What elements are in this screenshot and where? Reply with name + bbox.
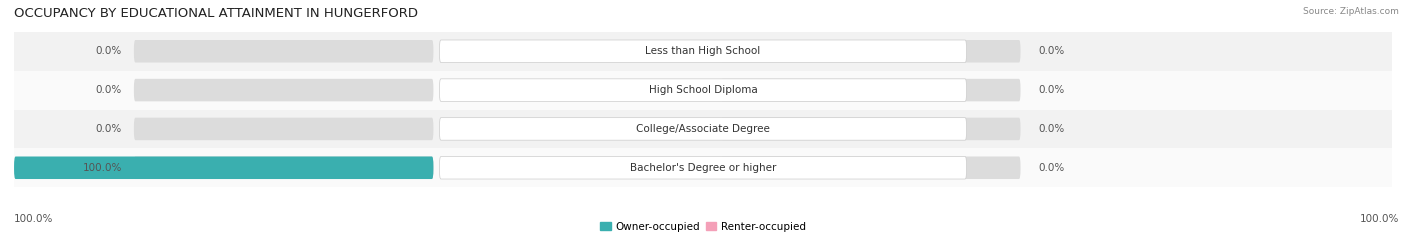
Text: 100.0%: 100.0% [1360, 214, 1399, 224]
Text: 0.0%: 0.0% [1039, 85, 1064, 95]
FancyBboxPatch shape [134, 157, 433, 179]
FancyBboxPatch shape [440, 118, 966, 140]
FancyBboxPatch shape [134, 40, 433, 62]
Text: 0.0%: 0.0% [96, 85, 122, 95]
Text: Source: ZipAtlas.com: Source: ZipAtlas.com [1303, 7, 1399, 16]
Text: Less than High School: Less than High School [645, 46, 761, 56]
Text: 0.0%: 0.0% [96, 46, 122, 56]
Text: 0.0%: 0.0% [1039, 163, 1064, 173]
Text: 100.0%: 100.0% [83, 163, 122, 173]
Text: OCCUPANCY BY EDUCATIONAL ATTAINMENT IN HUNGERFORD: OCCUPANCY BY EDUCATIONAL ATTAINMENT IN H… [14, 7, 418, 20]
FancyBboxPatch shape [134, 118, 433, 140]
Bar [14, 110, 1392, 148]
FancyBboxPatch shape [721, 79, 1021, 101]
Bar [14, 71, 1392, 110]
Text: 0.0%: 0.0% [96, 124, 122, 134]
FancyBboxPatch shape [440, 40, 966, 62]
Bar [14, 32, 1392, 71]
FancyBboxPatch shape [134, 79, 433, 101]
FancyBboxPatch shape [721, 157, 1021, 179]
FancyBboxPatch shape [721, 118, 1021, 140]
Legend: Owner-occupied, Renter-occupied: Owner-occupied, Renter-occupied [600, 222, 806, 232]
Text: 0.0%: 0.0% [1039, 124, 1064, 134]
Text: 100.0%: 100.0% [14, 214, 53, 224]
Text: Bachelor's Degree or higher: Bachelor's Degree or higher [630, 163, 776, 173]
FancyBboxPatch shape [440, 157, 966, 179]
Bar [14, 148, 1392, 187]
Text: College/Associate Degree: College/Associate Degree [636, 124, 770, 134]
FancyBboxPatch shape [721, 40, 1021, 62]
Text: 0.0%: 0.0% [1039, 46, 1064, 56]
Text: High School Diploma: High School Diploma [648, 85, 758, 95]
FancyBboxPatch shape [440, 79, 966, 101]
FancyBboxPatch shape [14, 157, 433, 179]
